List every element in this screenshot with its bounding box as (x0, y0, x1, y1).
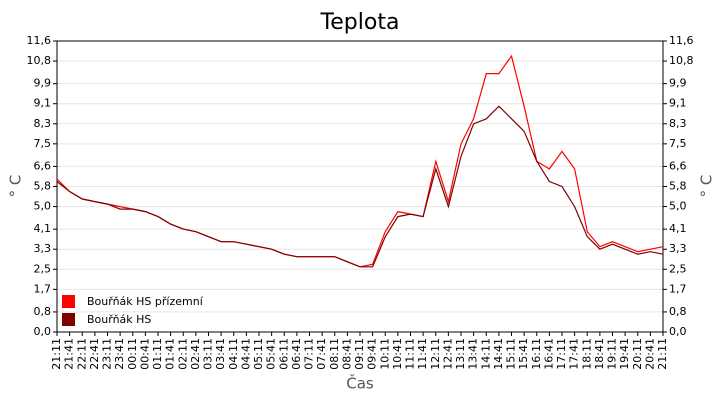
y-tick-label: 7,5 (34, 137, 52, 150)
x-tick-label: 19:11 (606, 338, 619, 370)
y-tick-label: 3,3 (34, 242, 52, 255)
x-tick-label: 03:11 (202, 338, 215, 370)
x-tick-label: 09:11 (353, 338, 366, 370)
x-tick-label: 13:11 (454, 338, 467, 370)
y-tick-label: 6,6 (34, 159, 52, 172)
y-tick-label: 9,1 (34, 97, 52, 110)
x-tick-label: 04:11 (227, 338, 240, 370)
y-tick-label: 9,9 (34, 77, 52, 90)
x-tick-label: 18:41 (593, 338, 606, 370)
x-tick-label: 16:11 (530, 338, 543, 370)
x-tick-label: 02:41 (189, 338, 202, 370)
x-tick-label: 07:11 (303, 338, 316, 370)
x-tick-label: 19:41 (618, 338, 631, 370)
x-tick-label: 07:41 (315, 338, 328, 370)
y-tick-label-right: 0,8 (669, 305, 687, 318)
y-tick-label: 2,5 (34, 262, 52, 275)
y-tick-label: 1,7 (34, 282, 52, 295)
x-tick-label: 20:41 (643, 338, 656, 370)
x-tick-label: 10:41 (391, 338, 404, 370)
x-tick-label: 10:11 (378, 338, 391, 370)
x-tick-label: 22:41 (88, 338, 101, 370)
y-tick-label: 11,6 (27, 34, 52, 47)
x-tick-label: 21:11 (50, 338, 63, 370)
y-tick-label-right: 5,8 (669, 180, 687, 193)
y-tick-label: 5,8 (34, 180, 52, 193)
x-tick-label: 12:41 (441, 338, 454, 370)
x-tick-label: 08:41 (340, 338, 353, 370)
x-tick-label: 02:11 (176, 338, 189, 370)
y-tick-label-right: 6,6 (669, 159, 687, 172)
y-tick-label: 0,8 (34, 305, 52, 318)
x-tick-label: 21:41 (63, 338, 76, 370)
x-tick-label: 06:41 (290, 338, 303, 370)
y-tick-label: 5,0 (34, 200, 52, 213)
legend-swatch (62, 295, 75, 308)
x-tick-label: 09:41 (366, 338, 379, 370)
legend-swatch (62, 313, 75, 326)
y-tick-label-right: 0,0 (669, 325, 687, 338)
x-tick-label: 03:41 (214, 338, 227, 370)
y-tick-label: 0,0 (34, 325, 52, 338)
x-tick-label: 17:11 (555, 338, 568, 370)
x-axis-label: Čas (346, 374, 374, 393)
y-tick-label: 10,8 (27, 54, 52, 67)
chart-title: Teplota (320, 10, 400, 35)
y-tick-label-right: 2,5 (669, 262, 687, 275)
y-tick-label-right: 11,6 (669, 34, 694, 47)
x-tick-label: 05:11 (252, 338, 265, 370)
y-tick-label-right: 4,1 (669, 222, 687, 235)
y-tick-label-right: 5,0 (669, 200, 687, 213)
x-tick-label: 00:41 (138, 338, 151, 370)
x-tick-label: 14:11 (479, 338, 492, 370)
y-tick-label-right: 7,5 (669, 137, 687, 150)
x-tick-label: 21:11 (656, 338, 669, 370)
y-axis-label-right: ° C (698, 175, 716, 198)
y-tick-label-right: 1,7 (669, 282, 687, 295)
x-tick-label: 14:41 (492, 338, 505, 370)
x-tick-label: 23:41 (113, 338, 126, 370)
x-tick-label: 11:41 (416, 338, 429, 370)
x-tick-label: 11:11 (404, 338, 417, 370)
y-tick-label: 4,1 (34, 222, 52, 235)
legend-label: Bouřňák HS přízemní (87, 295, 204, 308)
plot-frame (56, 40, 664, 333)
y-tick-label: 8,3 (34, 117, 52, 130)
y-tick-label-right: 8,3 (669, 117, 687, 130)
y-tick-label-right: 9,1 (669, 97, 687, 110)
x-tick-label: 01:41 (164, 338, 177, 370)
x-tick-label: 13:41 (467, 338, 480, 370)
x-tick-label: 15:11 (505, 338, 518, 370)
x-tick-label: 01:11 (151, 338, 164, 370)
x-tick-label: 15:41 (517, 338, 530, 370)
x-tick-label: 17:41 (568, 338, 581, 370)
x-tick-label: 00:11 (126, 338, 139, 370)
x-tick-label: 22:11 (75, 338, 88, 370)
x-tick-label: 20:11 (631, 338, 644, 370)
x-tick-label: 06:11 (277, 338, 290, 370)
x-tick-label: 16:41 (542, 338, 555, 370)
y-tick-label-right: 9,9 (669, 77, 687, 90)
x-tick-label: 18:11 (580, 338, 593, 370)
y-tick-label-right: 3,3 (669, 242, 687, 255)
y-tick-label-right: 10,8 (669, 54, 694, 67)
x-tick-label: 08:11 (328, 338, 341, 370)
series-line (56, 105, 664, 268)
legend-label: Bouřňák HS (87, 313, 151, 326)
x-tick-label: 04:41 (239, 338, 252, 370)
x-tick-label: 12:11 (429, 338, 442, 370)
x-tick-label: 23:11 (101, 338, 114, 370)
x-tick-label: 05:41 (265, 338, 278, 370)
y-axis-label: ° C (7, 175, 25, 198)
